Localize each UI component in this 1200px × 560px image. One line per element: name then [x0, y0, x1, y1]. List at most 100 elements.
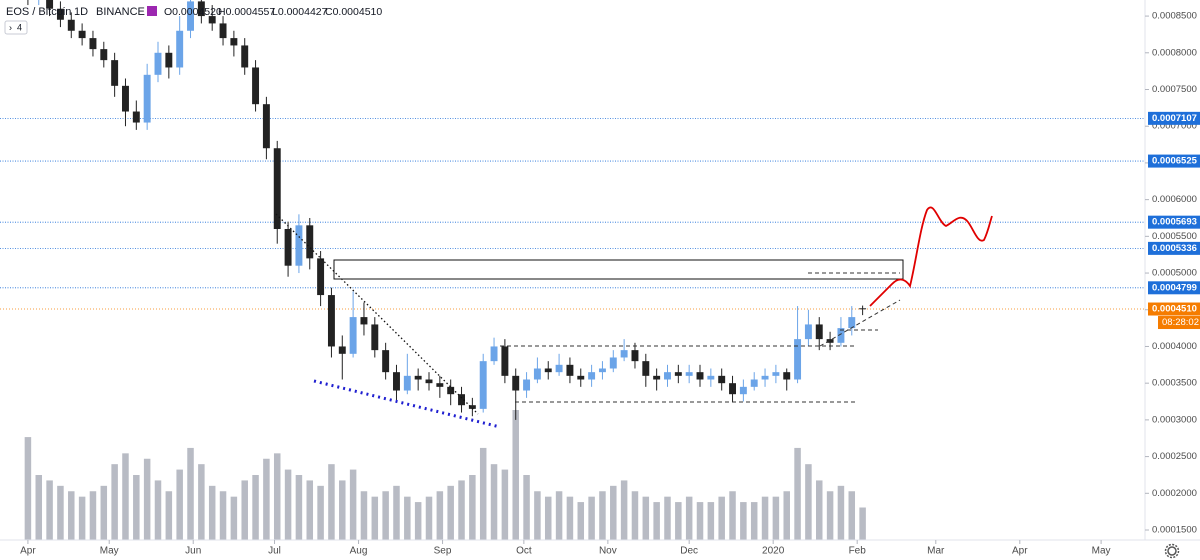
volume-bar: [642, 496, 650, 540]
badge-chevron: ›: [9, 22, 12, 32]
y-tick-label: 0.0002500: [1152, 451, 1197, 462]
volume-bar: [143, 458, 151, 540]
gear[interactable]: [1167, 546, 1177, 556]
volume-bar: [685, 496, 693, 540]
y-tick-label: 0.0001500: [1152, 525, 1197, 536]
settings-icon[interactable]: [1164, 543, 1180, 559]
candle-body: [555, 364, 563, 373]
volume-bar: [198, 464, 205, 540]
volume-bar: [772, 496, 780, 540]
candle-body: [100, 49, 108, 61]
candle-body: [707, 375, 715, 380]
candle-body: [566, 364, 574, 376]
x-tick-label: May: [1092, 546, 1111, 557]
x-tick-label: Sep: [434, 546, 452, 557]
x-tick-label: Nov: [599, 546, 617, 557]
candle-body: [403, 375, 411, 391]
x-tick-label: Aug: [350, 546, 368, 557]
candle-body: [284, 228, 292, 266]
y-tick-label: 0.0005000: [1152, 268, 1197, 279]
candle-body: [349, 317, 357, 354]
volume-bar: [718, 496, 725, 540]
volume-bar: [599, 491, 606, 540]
volume-bar: [729, 491, 736, 540]
volume-bar: [339, 480, 346, 540]
candle-body: [371, 324, 379, 351]
volume-bar: [349, 469, 357, 540]
volume-bar: [35, 475, 43, 540]
y-tick-label: 0.0003500: [1152, 378, 1197, 389]
candle-body: [620, 350, 628, 358]
candle-body: [631, 350, 639, 362]
candle-body: [783, 372, 791, 380]
legend: EOS / Bitcoin 1D BINANCE O0.0004520 H0.0…: [4, 6, 382, 35]
candle-body: [826, 339, 834, 343]
volume-bar: [620, 480, 628, 540]
candle-body: [306, 225, 314, 259]
candle-body: [609, 357, 617, 369]
candle-body: [111, 60, 119, 86]
volume-bar: [696, 502, 704, 540]
candle-body: [458, 394, 465, 406]
volume-bar: [133, 475, 140, 540]
x-tick-label: Jul: [268, 546, 281, 557]
candle-body: [674, 372, 682, 376]
volume-bar: [24, 437, 32, 540]
candle-body: [165, 52, 173, 68]
level-label-box: [1148, 241, 1200, 255]
candle-body: [761, 375, 769, 380]
candle-body: [143, 74, 151, 123]
badge[interactable]: [4, 20, 28, 35]
volume-bar: [89, 491, 97, 540]
y-tick-label: 0.0004000: [1152, 341, 1197, 352]
level-label-box: [1148, 111, 1200, 125]
volume-bar: [805, 464, 812, 540]
volume-bar: [78, 496, 86, 540]
last-price-label: 0.0004510: [1152, 304, 1197, 315]
candles-layer: [27, 0, 867, 420]
volume-bar: [263, 458, 270, 540]
candle-body: [414, 375, 422, 380]
x-tick-label: Jun: [185, 546, 201, 557]
candle-body: [132, 111, 140, 123]
candle-body: [588, 372, 596, 380]
candle-body: [360, 317, 368, 325]
x-tick-label: Apr: [1012, 546, 1028, 557]
volume-bar: [295, 475, 303, 540]
gear-teeth: [1164, 543, 1180, 559]
volume-layer: [24, 410, 866, 540]
volume-bar: [577, 502, 585, 540]
candle-body: [230, 38, 238, 46]
candle-body: [447, 386, 455, 395]
candle-body: [187, 1, 194, 31]
volume-bar: [534, 491, 541, 540]
volume-bar: [761, 496, 769, 540]
axis-layer: 0.00085000.00080000.00075000.00070000.00…: [20, 11, 1200, 557]
levels-layer: [0, 117, 1145, 310]
candle-body: [479, 361, 487, 409]
candle-body: [262, 104, 270, 149]
volume-bar: [57, 485, 64, 540]
candle-body: [501, 346, 509, 376]
volume-bar: [122, 453, 129, 540]
volume-bar: [588, 496, 595, 540]
volume-bar: [664, 496, 671, 540]
candle-body: [490, 346, 498, 362]
candle-body: [794, 339, 802, 380]
badge-count: 4: [17, 22, 22, 32]
volume-bar: [848, 491, 856, 540]
x-tick-label: Apr: [20, 546, 36, 557]
projection: [869, 206, 993, 307]
level-label: 0.0006525: [1152, 156, 1198, 167]
level-label: 0.0007107: [1152, 113, 1197, 124]
candle-body: [197, 1, 205, 17]
interval: 1D: [74, 6, 88, 18]
candle-body: [393, 372, 400, 391]
level-label-box: [1148, 154, 1200, 168]
candle-body: [859, 308, 867, 310]
volume-bar: [631, 491, 639, 540]
candle-body: [598, 368, 606, 373]
trendline: [275, 213, 479, 415]
candle-body: [327, 295, 335, 347]
